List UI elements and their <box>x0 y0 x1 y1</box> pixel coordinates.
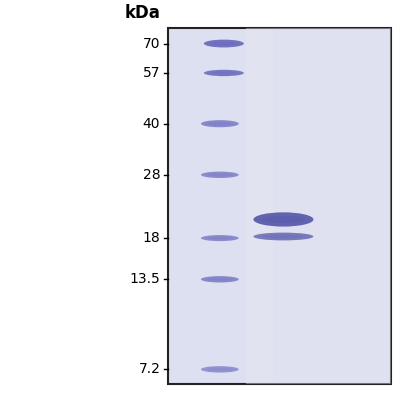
Text: 13.5: 13.5 <box>130 272 160 286</box>
Text: kDa: kDa <box>124 4 160 22</box>
Ellipse shape <box>201 172 239 178</box>
Ellipse shape <box>207 122 233 125</box>
Ellipse shape <box>204 40 244 48</box>
Text: 57: 57 <box>143 66 160 80</box>
Ellipse shape <box>253 212 314 227</box>
FancyBboxPatch shape <box>246 28 391 384</box>
Text: 40: 40 <box>143 117 160 131</box>
Ellipse shape <box>201 235 239 241</box>
Ellipse shape <box>253 233 314 241</box>
Ellipse shape <box>201 120 239 127</box>
Ellipse shape <box>204 70 244 76</box>
Ellipse shape <box>207 173 233 176</box>
Ellipse shape <box>201 276 239 283</box>
Ellipse shape <box>210 71 238 75</box>
Ellipse shape <box>207 368 233 371</box>
Ellipse shape <box>207 237 233 240</box>
Text: 70: 70 <box>143 37 160 50</box>
Ellipse shape <box>201 366 239 372</box>
Ellipse shape <box>210 42 238 46</box>
Ellipse shape <box>262 216 304 223</box>
Ellipse shape <box>262 235 304 239</box>
Text: 28: 28 <box>143 168 160 182</box>
Text: 7.2: 7.2 <box>138 362 160 376</box>
FancyBboxPatch shape <box>168 28 391 384</box>
Text: 18: 18 <box>142 231 160 245</box>
Ellipse shape <box>207 278 233 281</box>
